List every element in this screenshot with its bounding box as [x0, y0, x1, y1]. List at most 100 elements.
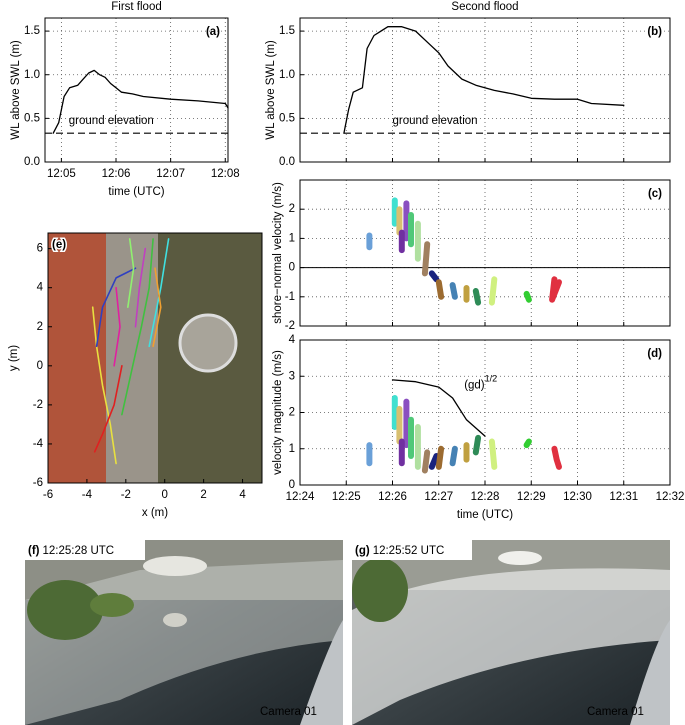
velocity-streak — [551, 445, 562, 470]
velocity-streak — [449, 282, 458, 300]
y-tick-label: 6 — [37, 243, 43, 255]
photo-label: (f) 12:25:28 UTC — [28, 545, 114, 557]
x-axis-label: x (m) — [142, 507, 168, 519]
panel: Second flood 0.0 0.5 1.0 1.5 ground elevation… — [265, 1, 671, 168]
x-tick-label: 12:29 — [517, 491, 546, 503]
y-tick-label: 2 — [37, 321, 43, 333]
x-tick-label: 2 — [200, 489, 206, 501]
reference-label: ground elevation — [69, 115, 154, 127]
velocity-streak — [472, 288, 482, 306]
y-tick-label: 1.0 — [279, 69, 295, 81]
data-line — [343, 26, 625, 134]
y-tick-label: 0 — [289, 479, 295, 491]
x-tick-label: 12:07 — [156, 168, 185, 180]
y-tick-label: 0.0 — [24, 156, 40, 168]
x-tick-label: 0 — [162, 489, 168, 501]
x-tick-label: 12:27 — [424, 491, 453, 503]
panel-label: (e) — [52, 239, 66, 251]
panel: 12:24 12:25 12:26 12:27 12:28 12:29 12:30 12:31… — [272, 334, 684, 521]
roof — [48, 233, 106, 483]
data-line — [52, 69, 229, 134]
plot-frame — [44, 17, 229, 163]
timestamp: 12:25:52 UTC — [373, 545, 445, 557]
y-tick-label: -2 — [33, 399, 43, 411]
y-tick-label: 1 — [289, 232, 295, 244]
velocity-streak — [428, 270, 440, 283]
y-axis-label: y (m) — [8, 345, 20, 371]
velocity-streak — [421, 241, 431, 277]
y-tick-label: 0 — [289, 262, 295, 274]
velocity-streak — [549, 276, 562, 303]
data-line — [93, 365, 123, 453]
panel: First flood 12:05 12:06 12:07 12:08 0.0 0.5 1.0… — [10, 1, 240, 198]
y-tick-label: -2 — [285, 320, 295, 332]
velocity-streak — [488, 438, 498, 470]
panel-label: (b) — [647, 26, 662, 38]
data-line — [121, 238, 154, 416]
data-line — [134, 247, 147, 328]
reference-label: ground elevation — [393, 115, 478, 127]
x-tick-label: 12:25 — [332, 491, 361, 503]
velocity-streak — [428, 453, 440, 470]
y-tick-label: 1.5 — [279, 25, 295, 37]
y-tick-label: 1.0 — [24, 69, 40, 81]
x-tick-label: 12:32 — [656, 491, 685, 503]
x-tick-label: 12:06 — [102, 168, 131, 180]
y-tick-label: 1 — [289, 443, 295, 455]
y-tick-label: 2 — [289, 407, 295, 419]
photo-f — [25, 540, 343, 725]
x-tick-label: 12:24 — [286, 491, 315, 503]
column-title: First flood — [111, 1, 162, 13]
panel-label: (g) — [355, 545, 370, 557]
panel-label: (a) — [206, 26, 220, 38]
photo-label: (g) 12:25:52 UTC — [355, 545, 444, 557]
x-tick-label: 12:05 — [47, 168, 76, 180]
x-tick-label: -6 — [43, 489, 53, 501]
x-tick-label: 12:31 — [609, 491, 638, 503]
plot-frame — [299, 17, 671, 163]
velocity-streak — [435, 445, 445, 470]
panel: -6 -4 -2 0 2 4 -6 -4 -2 0 2 4 6 x (m) y (m) (e) — [8, 232, 263, 519]
x-tick-label: 12:26 — [378, 491, 407, 503]
data-line — [113, 286, 121, 367]
y-tick-label: 3 — [289, 370, 295, 382]
x-tick-label: 12:30 — [563, 491, 592, 503]
panel-label: (d) — [647, 348, 662, 360]
photo-g — [352, 540, 670, 725]
plot-frame — [47, 232, 263, 484]
y-tick-label: -1 — [285, 291, 295, 303]
y-tick-label: -6 — [33, 477, 43, 489]
timestamp: 12:25:28 UTC — [43, 545, 115, 557]
panel: -2 -1 0 1 2 shore−normal velocity (m/s) (c) — [272, 179, 671, 332]
fountain — [178, 313, 238, 373]
data-line — [95, 267, 137, 348]
y-tick-label: 0 — [37, 360, 43, 372]
velocity-streak — [435, 279, 445, 300]
y-axis-label: velocity magnitude (m/s) — [272, 350, 284, 475]
panel-label: (f) — [28, 545, 40, 557]
x-tick-label: -2 — [121, 489, 131, 501]
y-axis-label: WL above SWL (m) — [265, 40, 277, 140]
data-line — [91, 306, 117, 465]
data-line — [148, 238, 170, 348]
line-annotation: (gd)1/2 — [464, 374, 497, 392]
column-title: Second flood — [451, 1, 518, 13]
velocity-streak — [472, 434, 482, 456]
velocity-streak — [449, 445, 458, 467]
y-axis-label: WL above SWL (m) — [10, 40, 22, 140]
velocity-streak — [488, 276, 498, 306]
velocity-streak — [523, 438, 532, 449]
annotation-exponent: 1/2 — [485, 374, 498, 384]
x-axis-label: time (UTC) — [457, 509, 513, 521]
camera-label: Camera 01 — [260, 706, 317, 718]
y-tick-label: 0.0 — [279, 156, 295, 168]
x-tick-label: 12:28 — [471, 491, 500, 503]
x-tick-label: 12:08 — [211, 168, 240, 180]
data-line — [152, 267, 162, 348]
y-tick-label: 0.5 — [24, 112, 40, 124]
panel-label: (c) — [648, 188, 662, 200]
y-tick-label: 2 — [289, 203, 295, 215]
plot-frame — [299, 339, 671, 486]
y-axis-label: shore−normal velocity (m/s) — [272, 182, 284, 324]
